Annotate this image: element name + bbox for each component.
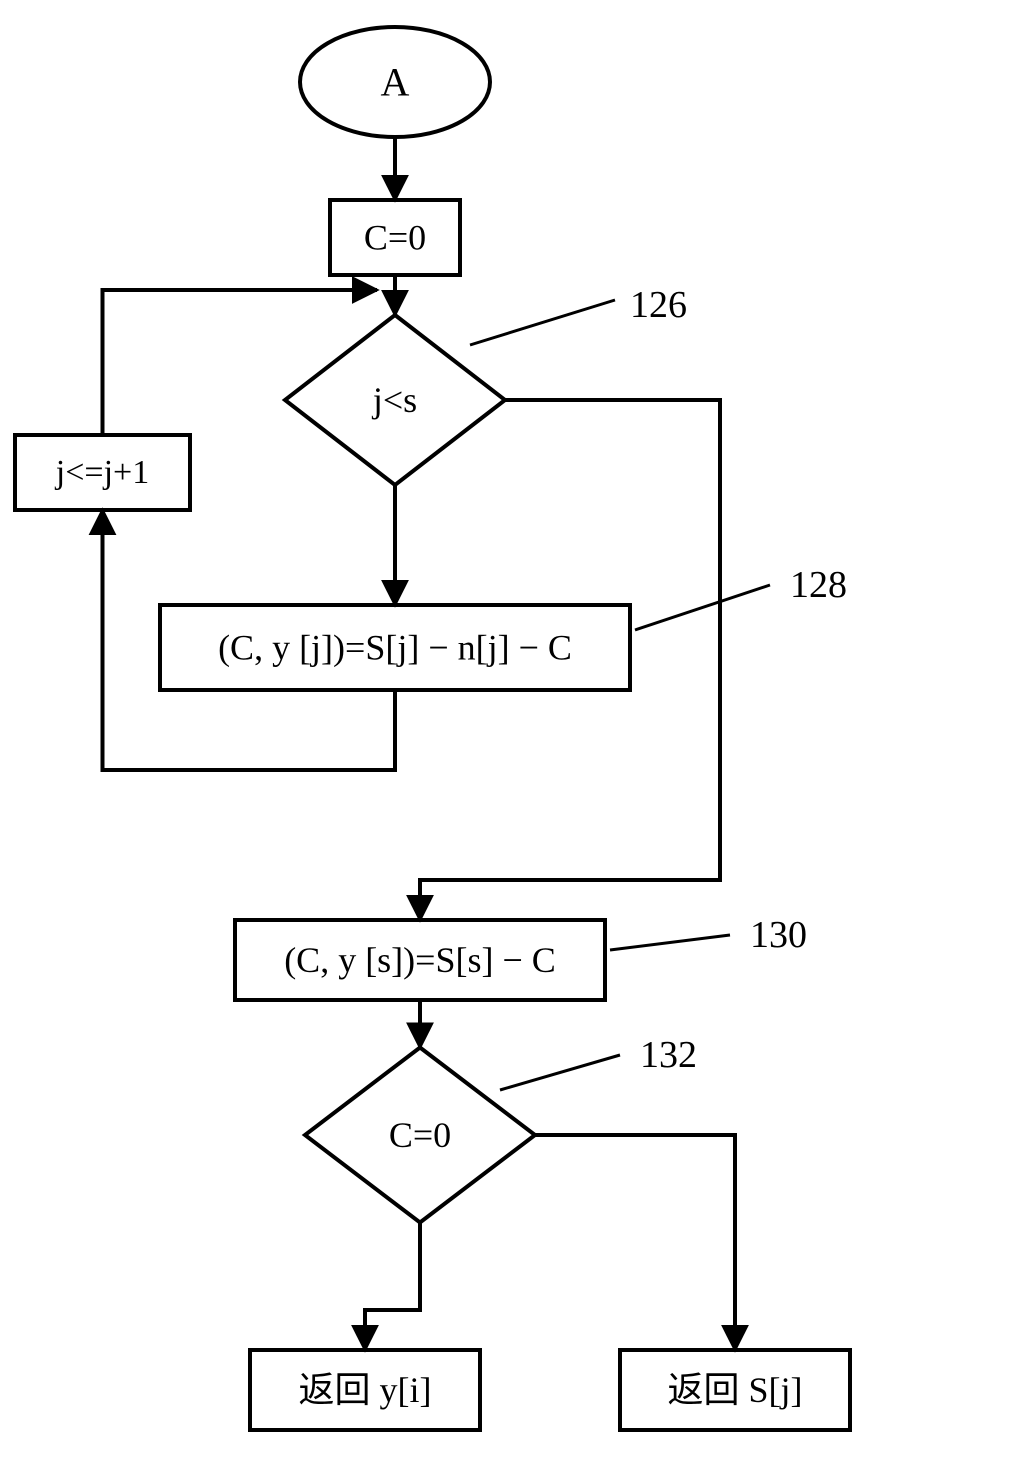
- return-y-box-text: 返回 y[i]: [299, 1370, 432, 1410]
- leader-line: [500, 1055, 620, 1090]
- increment-box-text: j<=j+1: [55, 454, 149, 491]
- leader-line: [610, 935, 730, 950]
- flow-edge: [365, 1223, 420, 1351]
- process-subtract-c-text: (C, y [s])=S[s] − C: [284, 940, 556, 980]
- start-node-text: A: [381, 60, 410, 105]
- return-s-box-text: 返回 S[j]: [667, 1370, 802, 1410]
- ref-label: 132: [640, 1034, 697, 1076]
- decision-j-lt-s-text: j<s: [371, 380, 417, 420]
- ref-label: 128: [790, 564, 847, 606]
- leader-line: [635, 585, 770, 630]
- flowchart-canvas: A C=0 j<s j<=j+1 (C, y [j])=S[j] − n[j] − C (…: [0, 0, 1013, 1473]
- process-subtract-n-text: (C, y [j])=S[j] − n[j] − C: [218, 628, 572, 668]
- init-box-text: C=0: [364, 218, 426, 258]
- ref-label: 126: [630, 284, 687, 326]
- decision-c-eq-0-text: C=0: [389, 1115, 451, 1155]
- leader-line: [470, 300, 615, 345]
- flow-edge: [535, 1135, 735, 1350]
- ref-label: 130: [750, 914, 807, 956]
